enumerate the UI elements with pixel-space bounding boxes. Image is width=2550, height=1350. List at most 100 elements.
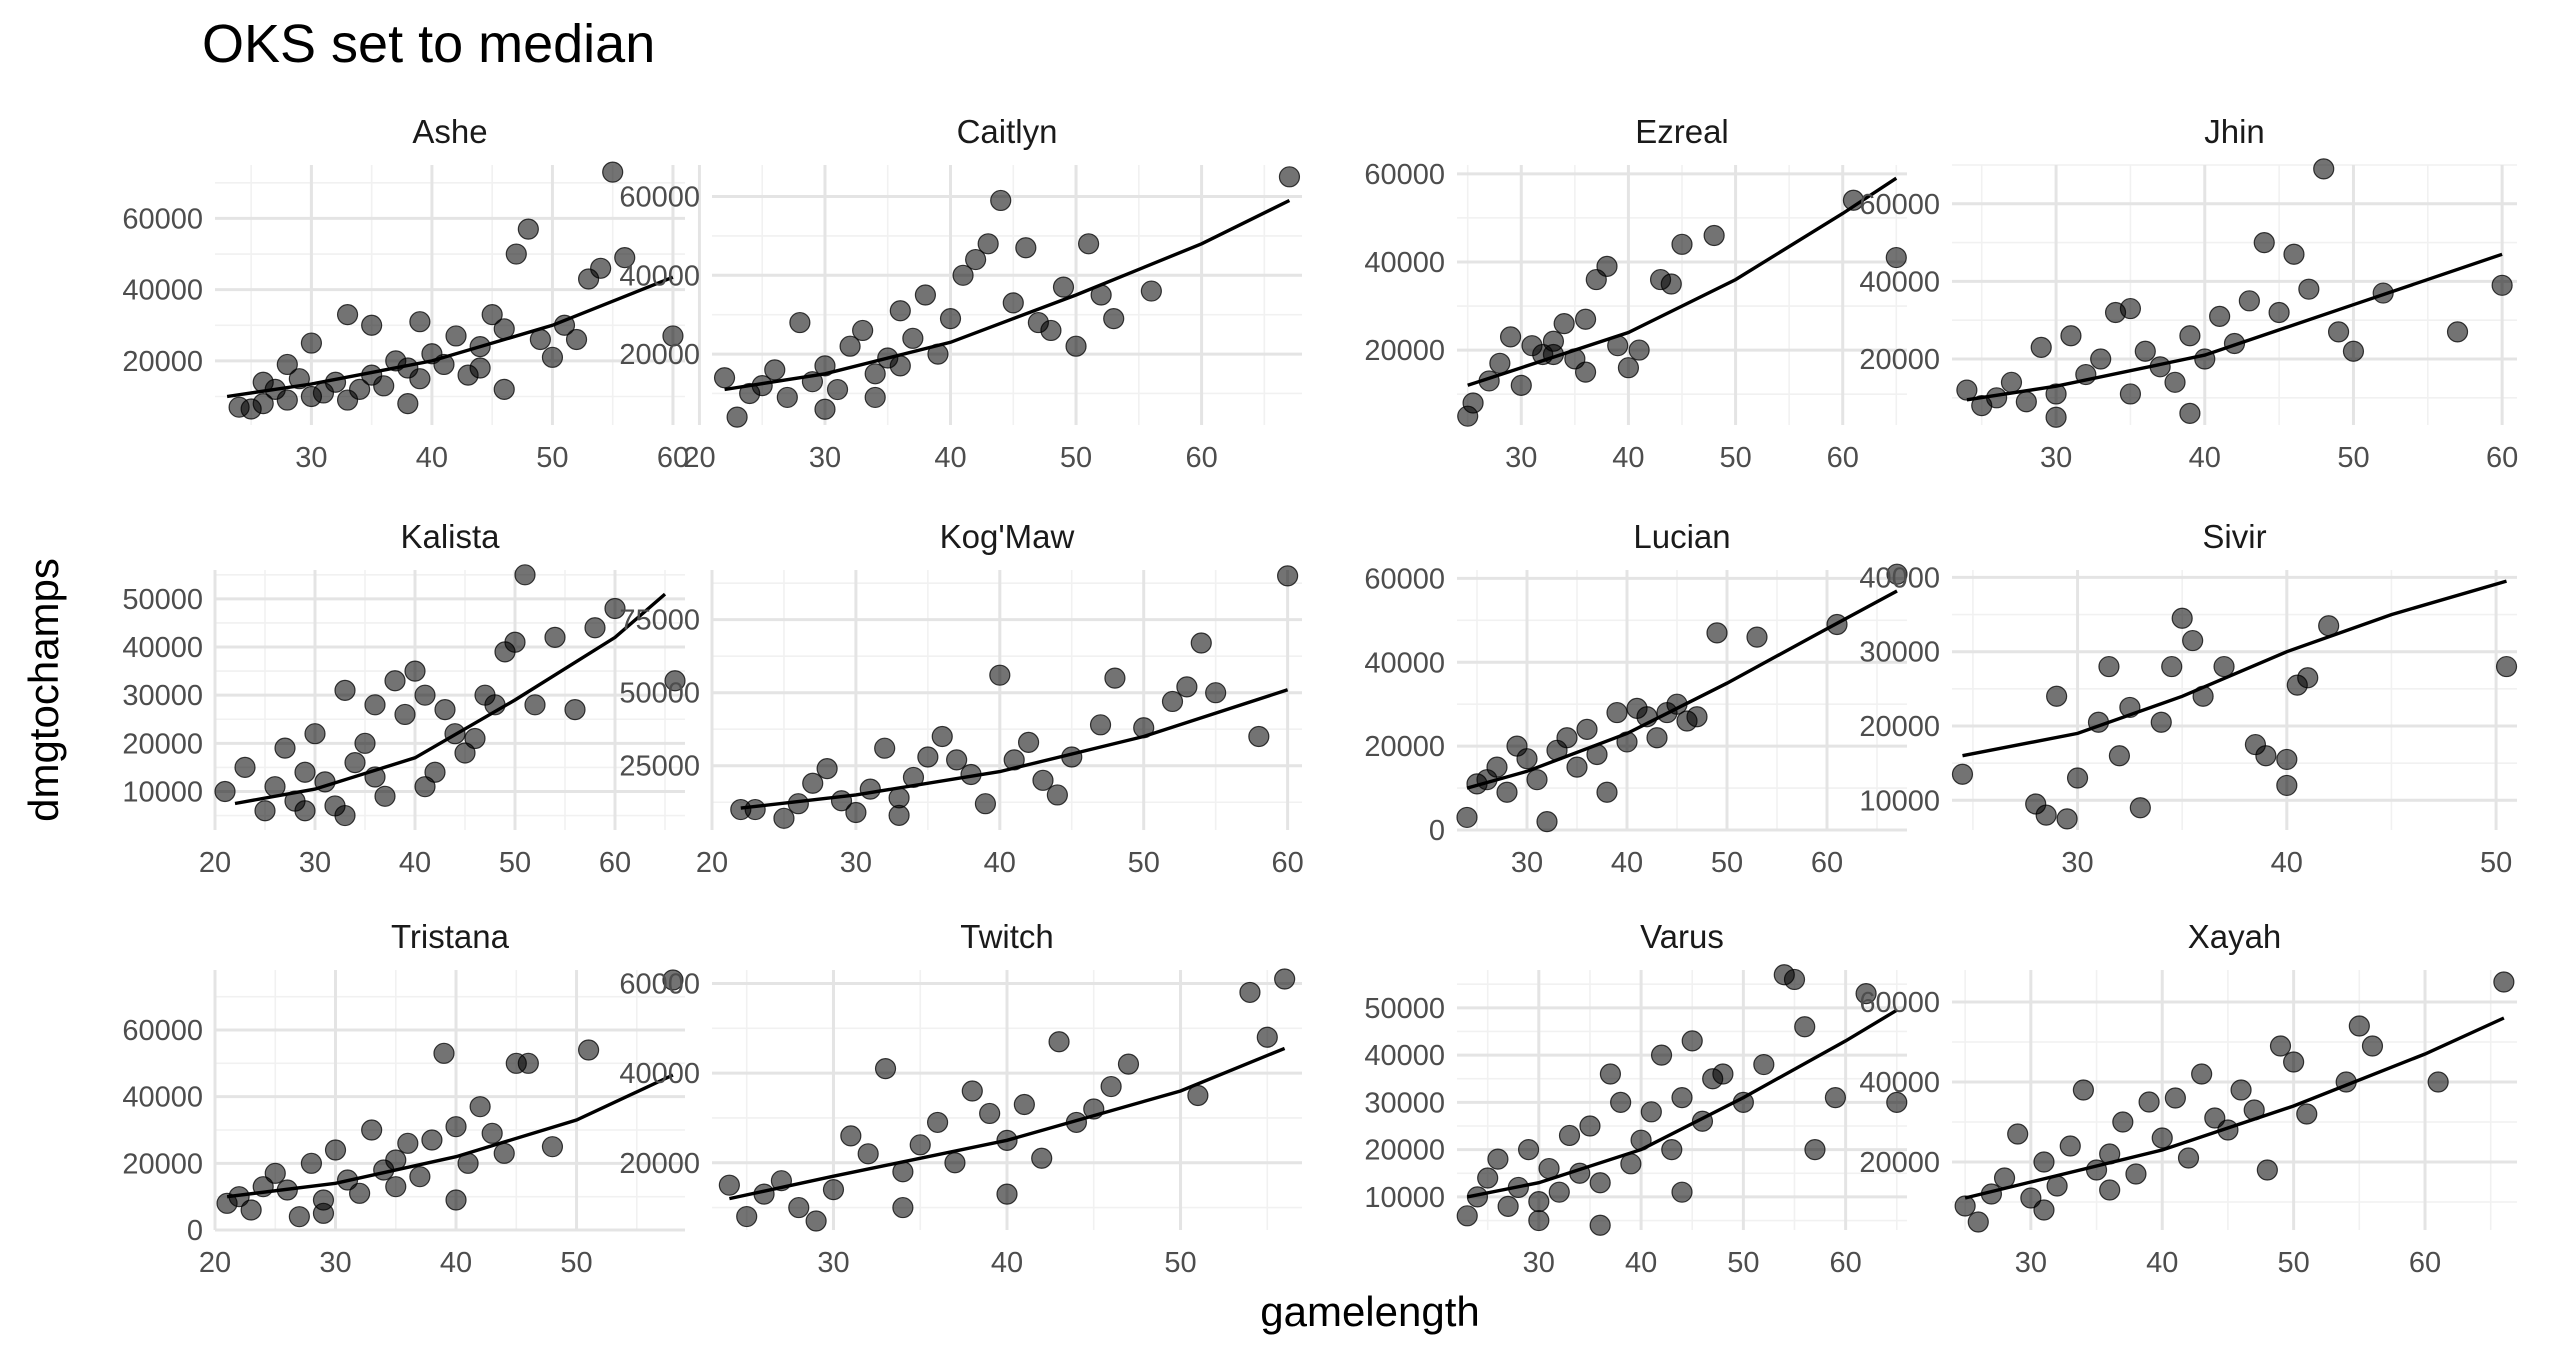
scatter-point [1256, 1026, 1278, 1048]
scatter-point [816, 758, 838, 780]
chart-title: OKS set to median [202, 14, 655, 74]
scatter-point [1576, 718, 1598, 740]
scatter-point [1176, 676, 1198, 698]
scatter-point [864, 386, 886, 409]
facet-strip-label: Twitch [960, 918, 1054, 955]
scatter-point [902, 327, 924, 349]
scatter-point [2238, 290, 2260, 312]
scatter-point [252, 393, 274, 415]
scatter-point [1753, 1053, 1775, 1076]
scatter-point [1104, 667, 1126, 689]
smooth-fit-line [1466, 589, 1898, 790]
x-tick-label: 30 [2061, 847, 2093, 879]
scatter-point [965, 248, 987, 271]
facet-panel-tristana: 20 30 40 50 0 20000 40000 60000 Tristana [122, 918, 685, 1279]
scatter-point [2191, 1063, 2213, 1085]
scatter-point [2171, 607, 2193, 629]
facet-strip-label: Jhin [2204, 113, 2265, 150]
scatter-point [397, 393, 419, 415]
smooth-fit-line [1964, 1016, 2505, 1200]
scatter-point [1606, 701, 1628, 724]
scatter-point [304, 723, 326, 745]
scatter-point [1574, 308, 1597, 330]
scatter-point [744, 798, 766, 821]
scatter-point [1579, 1115, 1601, 1137]
x-tick-label: 30 [295, 442, 327, 474]
scatter-point [1703, 224, 1725, 247]
x-tick-label: 50 [1128, 847, 1160, 879]
scatter-point [294, 800, 316, 822]
facet-strip-label: Caitlyn [957, 113, 1058, 150]
scatter-point [234, 756, 256, 779]
y-tick-label: 20000 [1859, 711, 1940, 743]
scatter-point [2164, 371, 2186, 393]
facet-panel-xayah: 30 40 50 60 20000 40000 60000 Xayah [1859, 918, 2517, 1279]
scatter-point [1855, 983, 1877, 1005]
x-tick-label: 50 [2480, 847, 2512, 879]
scatter-point [1794, 1016, 1816, 1038]
y-tick-label: 40000 [1859, 562, 1940, 594]
scatter-point [1548, 1181, 1570, 1203]
scatter-point [977, 233, 999, 255]
scatter-point [464, 727, 486, 750]
scatter-point [505, 243, 527, 265]
scatter-point [1712, 1063, 1734, 1085]
x-tick-label: 30 [809, 442, 841, 474]
scatter-point [1628, 339, 1650, 361]
scatter-point [974, 793, 997, 815]
scatter-point [1671, 1087, 1693, 1109]
scatter-point [888, 804, 910, 826]
smooth-fit-line [729, 1046, 1286, 1201]
scatter-point [385, 1176, 407, 1198]
scatter-point [1497, 1195, 1519, 1217]
scatter-point [300, 332, 323, 354]
scatter-point [577, 1039, 600, 1061]
facet-panel-lucian: 30 40 50 60 0 20000 40000 60000 Lucian [1364, 518, 1908, 879]
facet-strip-label: Xayah [2188, 918, 2282, 955]
x-tick-label: 40 [1612, 442, 1644, 474]
scatter-point [1496, 781, 1518, 803]
scatter-point [1783, 968, 1806, 991]
scatter-point [874, 1058, 897, 1080]
y-tick-label: 60000 [1364, 563, 1445, 595]
scatter-point [1274, 968, 1296, 990]
scatter-point [2119, 383, 2142, 405]
scatter-point [409, 311, 431, 333]
facet-strip-label: Lucian [1633, 518, 1730, 555]
scatter-point [664, 670, 686, 692]
x-tick-label: 40 [934, 442, 966, 474]
scatter-point [892, 1196, 914, 1219]
scatter-point [276, 353, 298, 376]
scatter-point [1510, 374, 1532, 396]
scatter-point [1553, 313, 1575, 335]
scatter-point [517, 1052, 539, 1074]
scatter-point [2182, 629, 2204, 652]
scatter-point [864, 363, 886, 385]
facet-strip-label: Ashe [412, 113, 487, 150]
scatter-point [2000, 371, 2023, 393]
scatter-point [354, 732, 376, 754]
scatter-point [364, 694, 386, 716]
y-tick-label: 40000 [1859, 266, 1940, 298]
x-tick-label: 20 [199, 1247, 231, 1279]
y-tick-label: 60000 [1364, 159, 1445, 191]
scatter-point [996, 1183, 1018, 1205]
y-tick-label: 40000 [1364, 1040, 1445, 1072]
x-tick-label: 50 [2277, 1247, 2309, 1279]
scatter-point [2020, 1187, 2042, 1209]
scatter-point [952, 264, 974, 286]
scatter-point [2204, 1107, 2226, 1129]
scatter-point [414, 776, 436, 798]
scatter-point [374, 785, 396, 807]
scatter-point [1516, 748, 1538, 770]
y-tick-label: 50000 [122, 584, 203, 616]
y-tick-label: 20000 [1364, 1135, 1445, 1167]
scatter-point [814, 398, 836, 420]
scatter-point [2151, 1127, 2173, 1149]
scatter-point [776, 386, 798, 409]
scatter-point [713, 367, 736, 389]
y-tick-label: 75000 [619, 605, 700, 637]
facet-strip-label: Kog'Maw [940, 518, 1075, 555]
y-tick-label: 30000 [122, 680, 203, 712]
scatter-point [2150, 711, 2172, 733]
